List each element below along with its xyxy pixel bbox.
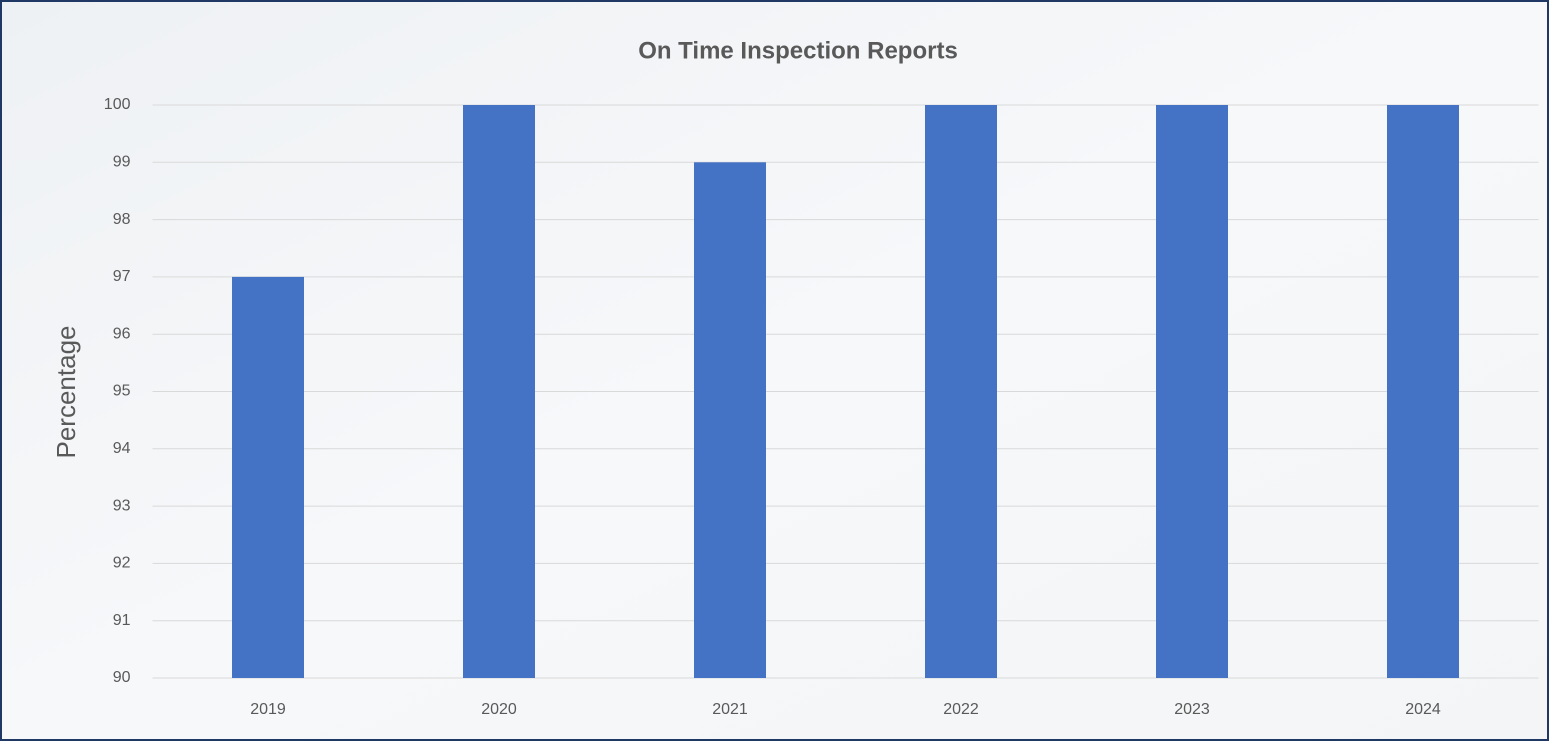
x-tick-label: 2019 xyxy=(250,701,286,718)
x-tick-label: 2024 xyxy=(1405,701,1441,718)
y-tick-label: 93 xyxy=(113,497,131,514)
y-tick-label: 91 xyxy=(113,612,131,629)
y-tick-label: 94 xyxy=(113,440,131,457)
x-tick-label: 2022 xyxy=(943,701,979,718)
x-tick-label: 2021 xyxy=(712,701,748,718)
bar xyxy=(925,105,997,678)
y-tick-label: 95 xyxy=(113,383,131,400)
y-tick-label: 92 xyxy=(113,555,131,572)
y-axis-label: Percentage xyxy=(51,326,81,459)
bar xyxy=(232,276,304,678)
y-tick-label: 100 xyxy=(104,96,131,113)
x-tick-label: 2020 xyxy=(481,701,517,718)
y-tick-label: 99 xyxy=(113,154,131,171)
bar xyxy=(1387,105,1459,678)
x-tick-label: 2023 xyxy=(1174,701,1210,718)
chart-title: On Time Inspection Reports xyxy=(638,37,958,64)
y-tick-label: 97 xyxy=(113,268,131,285)
y-tick-label: 98 xyxy=(113,211,131,228)
bar xyxy=(694,162,766,679)
y-tick-label: 90 xyxy=(113,669,131,686)
bar xyxy=(463,105,535,678)
y-tick-label: 96 xyxy=(113,325,131,342)
bar xyxy=(1156,105,1228,678)
